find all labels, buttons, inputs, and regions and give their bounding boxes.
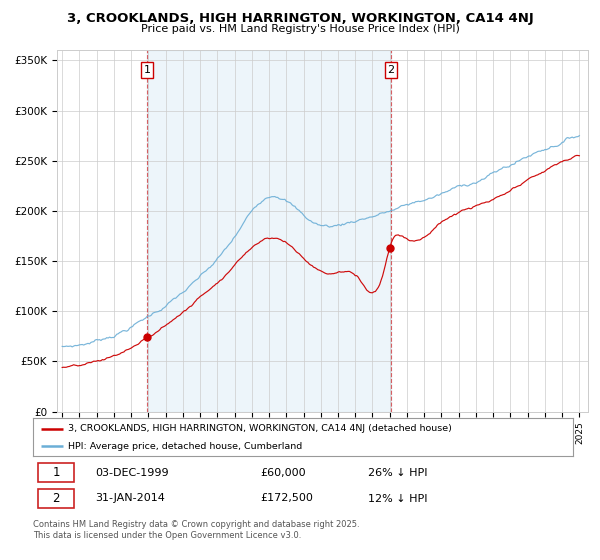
Text: 3, CROOKLANDS, HIGH HARRINGTON, WORKINGTON, CA14 4NJ (detached house): 3, CROOKLANDS, HIGH HARRINGTON, WORKINGT… bbox=[68, 424, 452, 433]
Text: 2: 2 bbox=[52, 492, 60, 505]
Text: Price paid vs. HM Land Registry's House Price Index (HPI): Price paid vs. HM Land Registry's House … bbox=[140, 24, 460, 34]
Text: 2: 2 bbox=[388, 66, 395, 75]
Text: HPI: Average price, detached house, Cumberland: HPI: Average price, detached house, Cumb… bbox=[68, 442, 302, 451]
Text: 31-JAN-2014: 31-JAN-2014 bbox=[95, 493, 165, 503]
Text: 12% ↓ HPI: 12% ↓ HPI bbox=[368, 493, 427, 503]
Text: £60,000: £60,000 bbox=[260, 468, 305, 478]
Text: 26% ↓ HPI: 26% ↓ HPI bbox=[368, 468, 427, 478]
Text: 03-DEC-1999: 03-DEC-1999 bbox=[95, 468, 169, 478]
Bar bbox=[147, 50, 391, 412]
Bar bbox=[38, 464, 74, 482]
Text: Contains HM Land Registry data © Crown copyright and database right 2025.
This d: Contains HM Land Registry data © Crown c… bbox=[33, 520, 359, 540]
Text: 1: 1 bbox=[143, 66, 151, 75]
Text: £172,500: £172,500 bbox=[260, 493, 313, 503]
Text: 1: 1 bbox=[52, 466, 60, 479]
Bar bbox=[38, 489, 74, 508]
Text: 3, CROOKLANDS, HIGH HARRINGTON, WORKINGTON, CA14 4NJ: 3, CROOKLANDS, HIGH HARRINGTON, WORKINGT… bbox=[67, 12, 533, 25]
